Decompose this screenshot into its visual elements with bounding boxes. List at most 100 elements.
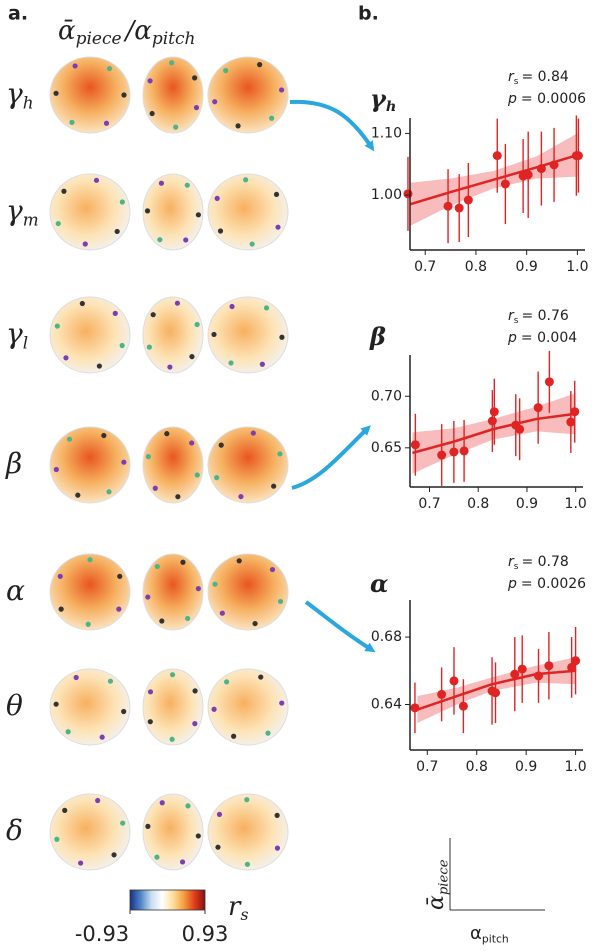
head-map [207,553,289,631]
electrode [154,563,160,570]
data-point [571,656,581,666]
electrode [258,674,264,680]
electrode [53,466,59,473]
band-label-sub: l [23,332,28,352]
electrode [114,228,120,235]
colorbar-label-main: r [228,892,242,922]
stat-part: s [514,562,519,572]
electrode [65,729,71,735]
band-label: δ [6,814,23,847]
colorbar [129,889,206,911]
electrode [217,228,224,234]
electrode [106,489,112,495]
chart-title-main: α [370,569,388,598]
head-map [49,668,131,746]
x-tick-label: 1.0 [564,759,586,775]
electrode [195,586,201,592]
colorbar-tick-label: -0.93 [75,922,129,946]
band-label-main: β [5,447,22,480]
band-label: α [6,574,25,607]
data-point [573,151,583,161]
electrode [72,63,78,69]
electrode [158,180,165,186]
electrode [216,811,223,818]
band-label: γh [6,77,34,112]
electrode [159,618,165,624]
title-part: piece [76,29,122,49]
data-point [517,664,527,674]
electrode [147,78,153,84]
electrode [192,688,198,694]
electrode [167,364,173,370]
electrode [257,62,263,68]
data-point [533,403,543,413]
electrode [119,342,125,349]
electrode [212,581,218,587]
band-label-main: γ [6,317,23,350]
electrode [152,485,158,491]
head-map [142,793,204,871]
electrode [185,615,191,622]
band-label: γl [6,317,28,352]
electrode [121,708,127,715]
electrode [194,321,200,328]
electrode [150,312,156,318]
electrode [238,493,244,500]
head-map [49,553,131,631]
title-part: pitch [152,29,196,49]
electrode [185,803,191,809]
arrow [291,425,371,490]
electrode [224,679,230,685]
electrode [243,177,249,183]
colorbar-tick-label: 0.93 [182,922,229,946]
electrode [228,360,234,366]
data-point [449,676,459,686]
electrode [66,436,73,442]
electrode [101,432,107,439]
electrode [231,733,237,739]
stat-p: p = 0.0026 [507,576,586,592]
stat-part: p [507,330,517,346]
data-point [491,688,501,698]
electrode [252,620,258,627]
stat-part: p [507,576,517,592]
electrode [63,355,69,361]
data-point [492,151,502,161]
head-map [49,426,131,504]
y-tick-label: 0.65 [371,440,402,456]
electrode [145,454,151,460]
x-tick-label: 0.8 [466,759,488,775]
electrode [214,195,220,201]
x-tick-label: 0.7 [418,496,440,512]
electrode [269,115,275,121]
x-tick-label: 0.7 [414,259,436,275]
electrode [53,90,59,96]
band-label-sub: m [23,209,39,229]
electrode [174,300,181,306]
data-point [500,179,510,189]
electrode [244,861,251,867]
title-part: /α [123,16,153,46]
electrode [103,120,110,126]
key-x-label: αpitch [470,923,509,945]
stat-r: rs = 0.78 [508,554,569,572]
electrode [184,182,190,188]
head-map [49,296,131,374]
head-map [207,668,289,746]
head-map [49,56,131,134]
electrode [79,300,85,307]
stat-p: p = 0.0006 [507,91,586,107]
electrode [147,719,153,725]
electrode [250,430,256,436]
head-map [49,793,131,871]
stat-part: = 0.76 [521,308,568,324]
electrode [99,734,105,740]
chart-title-sub: h [386,98,396,115]
band-label: β [5,447,22,480]
y-tick-label: 0.64 [371,696,402,712]
electrode [62,807,68,813]
x-tick-label: 0.9 [516,496,538,512]
electrode [195,833,201,839]
electrode [195,212,202,218]
